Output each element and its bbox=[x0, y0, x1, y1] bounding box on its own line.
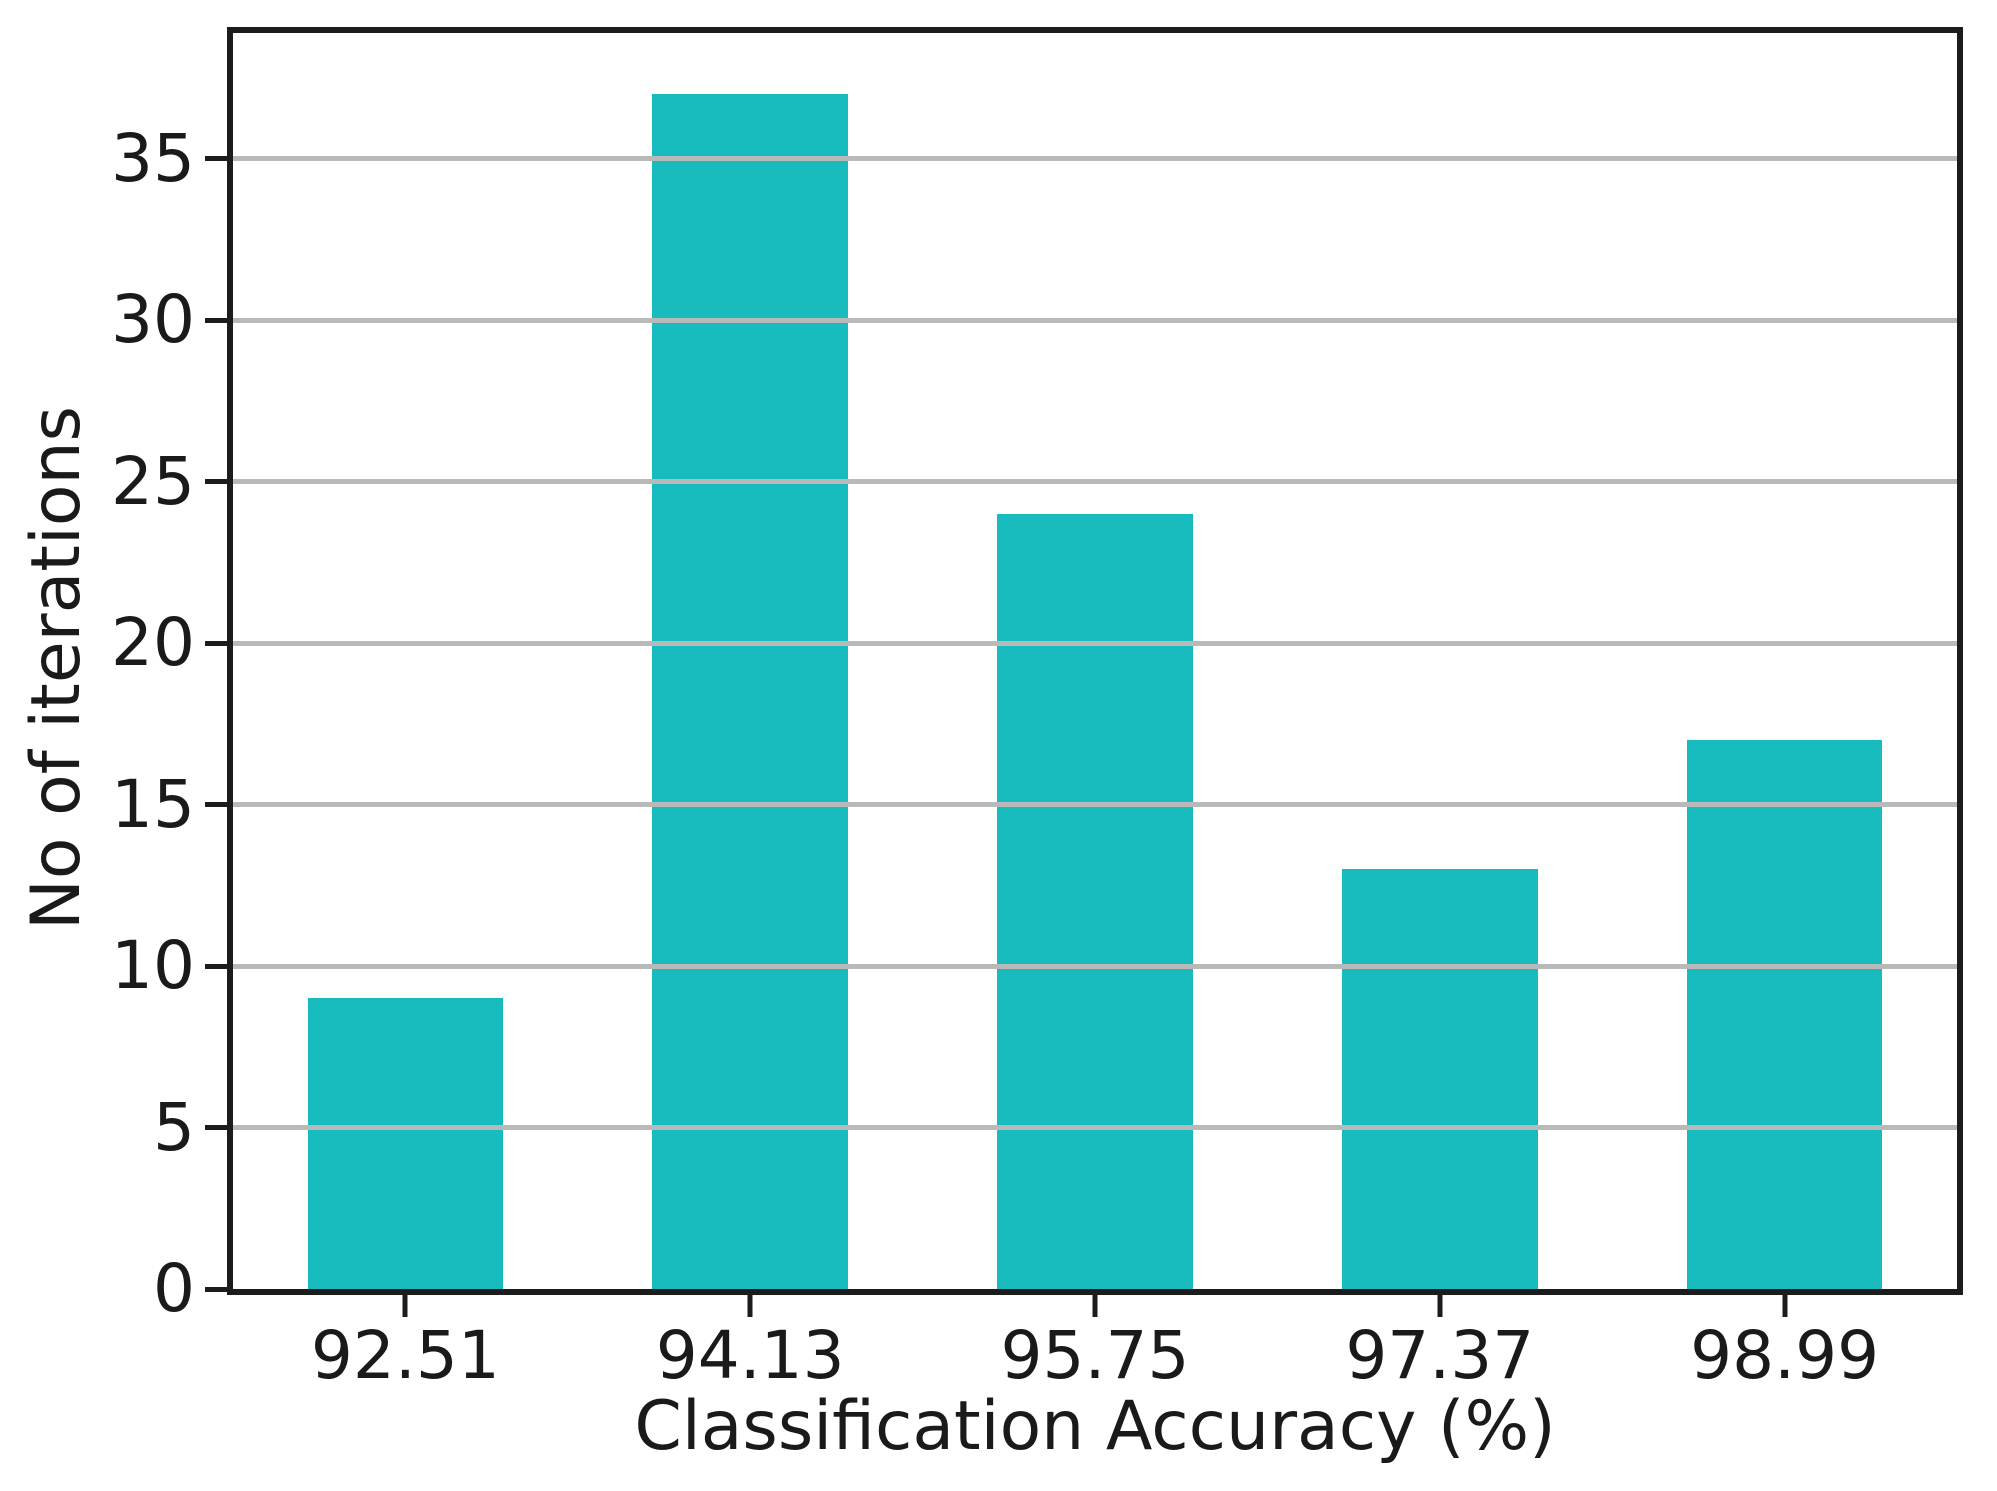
y-tick-label-5: 5 bbox=[153, 1088, 195, 1166]
gridline-30 bbox=[233, 317, 1957, 323]
gridline-35 bbox=[233, 156, 1957, 162]
y-tick-mark-5 bbox=[205, 1125, 227, 1131]
x-tick-mark-98.99 bbox=[1782, 1295, 1788, 1317]
gridline-10 bbox=[233, 963, 1957, 969]
x-axis-title: Classification Accuracy (%) bbox=[634, 1387, 1556, 1466]
y-tick-label-30: 30 bbox=[111, 281, 195, 359]
y-tick-label-15: 15 bbox=[111, 765, 195, 843]
bar-95.75 bbox=[997, 514, 1193, 1289]
bar-92.51 bbox=[307, 998, 504, 1289]
y-tick-mark-30 bbox=[205, 317, 227, 323]
y-tick-label-10: 10 bbox=[111, 927, 195, 1005]
x-tick-label-97.37: 97.37 bbox=[1345, 1317, 1535, 1394]
x-tick-label-95.75: 95.75 bbox=[1000, 1317, 1190, 1394]
y-tick-label-0: 0 bbox=[153, 1250, 195, 1327]
y-tick-mark-10 bbox=[205, 963, 227, 969]
plot-area: 0 5 10 15 20 25 30 35 92.51 94.13 95.75 97.37 98.99 bbox=[111, 27, 1963, 1389]
y-tick-mark-35 bbox=[205, 156, 227, 162]
x-tick-label-94.13: 94.13 bbox=[655, 1317, 845, 1394]
x-tick-mark-94.13 bbox=[747, 1295, 753, 1317]
y-axis-title: No of iterations bbox=[16, 406, 96, 930]
y-tick-mark-0 bbox=[205, 1286, 227, 1292]
bar-94.13 bbox=[652, 94, 848, 1289]
x-tick-mark-95.75 bbox=[1092, 1295, 1098, 1317]
y-tick-label-35: 35 bbox=[111, 119, 195, 197]
gridline-20 bbox=[233, 640, 1957, 646]
x-tick-mark-97.37 bbox=[1437, 1295, 1443, 1317]
y-tick-label-25: 25 bbox=[111, 442, 195, 520]
y-tick-label-20: 20 bbox=[111, 604, 195, 682]
gridline-15 bbox=[233, 802, 1957, 808]
y-tick-mark-25 bbox=[205, 479, 227, 485]
bar-98.99 bbox=[1686, 740, 1883, 1289]
gridline-25 bbox=[233, 479, 1957, 485]
bar-97.37 bbox=[1342, 869, 1538, 1289]
x-tick-label-98.99: 98.99 bbox=[1690, 1317, 1880, 1394]
y-tick-mark-15 bbox=[205, 802, 227, 808]
x-tick-label-92.51: 92.51 bbox=[310, 1317, 500, 1394]
x-tick-mark-92.51 bbox=[402, 1295, 408, 1317]
y-tick-mark-20 bbox=[205, 640, 227, 646]
gridline-5 bbox=[233, 1125, 1957, 1131]
